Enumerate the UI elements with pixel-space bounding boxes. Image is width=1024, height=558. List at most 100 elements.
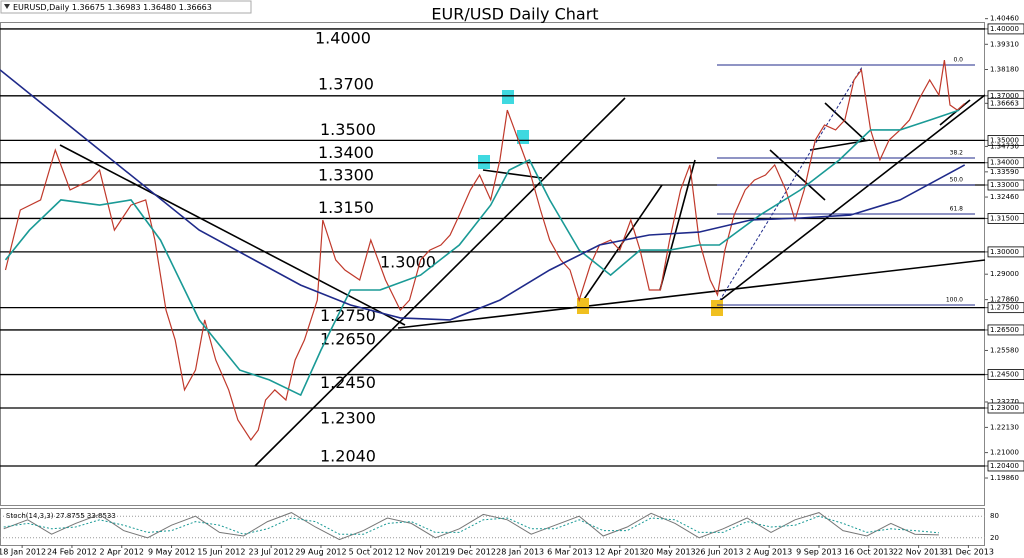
x-tick-label: 23 Jul 2012	[249, 548, 294, 557]
y-tick-label: 1.19860	[990, 474, 1019, 482]
level-label: 1.3150	[318, 198, 374, 217]
trendline	[397, 259, 986, 329]
menu-arrow	[4, 4, 10, 9]
x-tick-label: 15 Jun 2012	[197, 548, 245, 557]
y-tick-label: 1.39310	[990, 40, 1019, 48]
x-tick-label: 19 Dec 2012	[445, 548, 496, 557]
price-line	[0, 69, 966, 321]
x-tick-label: 31 Dec 2013	[943, 548, 994, 557]
x-tick-label: 2 Aug 2013	[746, 548, 792, 557]
y-tick-box	[987, 402, 1024, 414]
trendline	[254, 97, 626, 467]
stoch-panel	[0, 508, 985, 546]
trendline	[659, 159, 696, 291]
x-tick-label: 9 Sep 2013	[796, 548, 842, 557]
x-tick-label: 18 Jan 2012	[0, 548, 46, 557]
y-tick-label: 1.23270	[990, 398, 1019, 406]
y-tick-label: 1.35000	[990, 136, 1019, 144]
y-tick-box	[987, 246, 1024, 258]
fib-label: 100.0	[946, 296, 963, 303]
x-tick-label: 9 May 2012	[148, 548, 195, 557]
level-label: 1.2650	[320, 329, 376, 348]
y-tick-label: 1.29000	[990, 270, 1019, 278]
trendline	[482, 169, 543, 179]
trendline	[716, 94, 986, 304]
x-tick-label: 16 Oct 2013	[844, 548, 893, 557]
y-tick-label: 1.40460	[990, 15, 1019, 23]
level-label: 1.3300	[318, 166, 374, 185]
y-tick-box	[987, 302, 1024, 314]
x-tick-label: 24 Feb 2012	[47, 548, 97, 557]
fib-label: 50.0	[950, 177, 964, 184]
y-tick-box	[987, 97, 1024, 109]
stoch-signal	[3, 515, 939, 535]
symbol-info: EURUSD,Daily 1.36675 1.36983 1.36480 1.3…	[13, 3, 212, 12]
y-tick-label: 1.33000	[990, 181, 1019, 189]
stoch-tick-label: 20	[990, 534, 999, 542]
y-tick-label: 1.34730	[990, 142, 1019, 150]
stoch-tick-label: 80	[990, 512, 999, 520]
marker	[577, 298, 589, 314]
level-label: 1.3700	[318, 74, 374, 93]
y-tick-label: 1.31500	[990, 214, 1019, 222]
y-tick-label: 1.36663	[990, 99, 1019, 107]
level-label: 1.2040	[320, 446, 376, 465]
x-tick-label: 29 Aug 2012	[295, 548, 346, 557]
y-tick-box	[987, 324, 1024, 336]
level-label: 1.3000	[380, 252, 436, 271]
y-tick-label: 1.37000	[990, 92, 1019, 100]
y-tick-label: 1.27860	[990, 296, 1019, 304]
y-tick-box	[987, 135, 1024, 146]
y-tick-box	[987, 179, 1024, 191]
marker	[478, 155, 490, 169]
y-tick-label: 1.32460	[990, 193, 1019, 201]
y-tick-label: 1.34000	[990, 159, 1019, 167]
x-tick-label: 12 Apr 2013	[595, 548, 644, 557]
x-tick-label: 22 Nov 2013	[893, 548, 944, 557]
trendlines	[59, 94, 986, 467]
level-label: 1.2750	[320, 306, 376, 325]
y-tick-label: 1.25580	[990, 346, 1019, 354]
y-tick-label: 1.24500	[990, 371, 1019, 379]
y-tick-label: 1.38180	[990, 65, 1019, 73]
price-line	[4, 109, 960, 397]
trendline	[824, 102, 866, 141]
y-tick-label: 1.22130	[990, 423, 1019, 431]
level-label: 1.2450	[320, 373, 376, 392]
chart-title: EUR/USD Daily Chart	[431, 5, 598, 24]
x-tick-label: 6 Mar 2013	[547, 548, 593, 557]
fib-label: 61.8	[950, 205, 964, 212]
y-tick-label: 1.33590	[990, 168, 1019, 176]
y-tick-label: 1.21000	[990, 449, 1019, 457]
x-tick-label: 5 Oct 2012	[349, 548, 393, 557]
main-panel	[0, 22, 985, 506]
y-tick-box	[987, 213, 1024, 224]
trendline	[579, 184, 663, 306]
x-tick-label: 12 Nov 2012	[395, 548, 446, 557]
info-box	[0, 0, 252, 14]
x-tick-label: 26 Jun 2013	[695, 548, 743, 557]
level-label: 1.3500	[320, 120, 376, 139]
trendline	[939, 99, 971, 126]
fib-label: 38.2	[950, 150, 964, 157]
trendline	[809, 139, 871, 151]
y-tick-label: 1.40000	[990, 25, 1019, 33]
fib-diagonal	[716, 66, 863, 306]
y-tick-label: 1.30000	[990, 248, 1019, 256]
price-line	[4, 60, 966, 441]
level-label: 1.2300	[320, 408, 376, 427]
y-tick-box	[987, 460, 1024, 472]
y-tick-label: 1.23000	[990, 404, 1019, 412]
y-tick-box	[987, 157, 1024, 169]
x-tick-label: 28 Jan 2013	[496, 548, 544, 557]
fib-label: 0.0	[953, 57, 963, 64]
y-tick-box	[987, 369, 1024, 380]
y-tick-label: 1.26500	[990, 326, 1019, 334]
marker	[502, 90, 514, 104]
y-tick-label: 1.27500	[990, 304, 1019, 312]
level-label: 1.4000	[315, 28, 371, 47]
x-tick-label: 20 May 2013	[643, 548, 695, 557]
y-tick-label: 1.20400	[990, 462, 1019, 470]
x-tick-label: 2 Apr 2012	[100, 548, 144, 557]
